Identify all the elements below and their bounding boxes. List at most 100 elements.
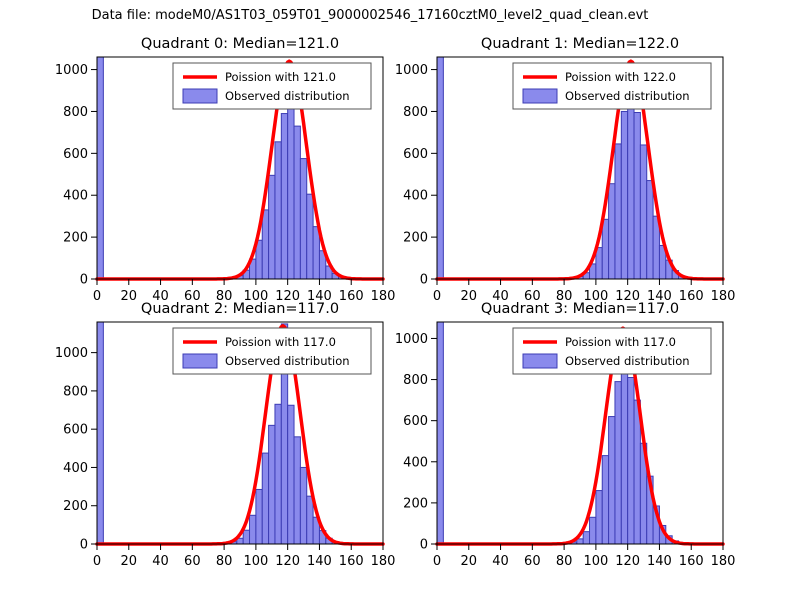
subplot-title: Quadrant 0: Median=121.0 — [141, 36, 339, 52]
x-tick-label: 40 — [152, 554, 169, 569]
subplot-quadrant-1: 0 20 40 60 80 100 120 140 160 180 0 200 400 600 800 100… — [395, 36, 736, 304]
histogram-bar — [639, 144, 648, 280]
x-tick-label: 100 — [243, 289, 268, 304]
legend-bars-swatch — [522, 353, 558, 369]
histogram-bar — [261, 209, 270, 280]
x-tick-label: 80 — [556, 289, 573, 304]
x-tick-label: 0 — [93, 289, 101, 304]
x-tick-label: 140 — [307, 289, 332, 304]
x-tick-label: 140 — [307, 554, 332, 569]
legend-curve-label: Poission with 117.0 — [565, 335, 676, 349]
subplot-title: Quadrant 1: Median=122.0 — [481, 36, 679, 52]
legend-bars-swatch — [182, 88, 218, 104]
x-tick-label: 180 — [371, 289, 396, 304]
legend-curve-label: Poission with 121.0 — [225, 70, 336, 84]
y-tick-label: 400 — [63, 189, 88, 204]
histogram-bar — [242, 529, 251, 545]
figure-title: Data file: modeM0/AS1T03_059T01_90000025… — [92, 8, 649, 23]
y-tick-label: 800 — [403, 373, 428, 388]
histogram-bar — [595, 247, 603, 280]
x-tick-label: 20 — [461, 554, 478, 569]
x-tick-label: 40 — [492, 554, 509, 569]
histogram-bar — [601, 218, 610, 280]
subplot-quadrant-2: 0 20 40 60 80 100 120 140 160 180 0 200 400 600 800 100… — [55, 301, 396, 569]
x-tick-label: 0 — [433, 289, 441, 304]
histogram-bar — [595, 490, 603, 545]
x-tick-label: 80 — [216, 554, 233, 569]
histogram-bar — [620, 110, 629, 280]
histogram-bar — [299, 466, 308, 545]
axes-frame — [436, 321, 724, 545]
histogram-bar — [312, 226, 320, 280]
x-tick-label: 0 — [433, 554, 441, 569]
histogram-bar — [306, 193, 314, 280]
y-tick-label: 400 — [403, 455, 428, 470]
y-tick-label: 600 — [63, 147, 88, 162]
histogram-bar — [633, 399, 641, 545]
legend-bars-label: Observed distribution — [225, 354, 350, 368]
x-tick-label: 100 — [583, 289, 608, 304]
y-tick-label: 800 — [63, 105, 88, 120]
histogram-bar — [293, 125, 301, 280]
legend-bars-swatch — [182, 353, 218, 369]
histogram-bar — [436, 321, 444, 545]
x-tick-label: 60 — [524, 289, 541, 304]
histogram-bar — [280, 113, 289, 280]
x-tick-label: 20 — [121, 554, 138, 569]
histogram-bar — [293, 436, 301, 545]
legend-bars-label: Observed distribution — [225, 89, 350, 103]
y-tick-label: 600 — [403, 147, 428, 162]
axes-frame — [96, 56, 384, 280]
x-tick-label: 20 — [461, 289, 478, 304]
x-tick-label: 40 — [492, 289, 509, 304]
subplot-title: Quadrant 2: Median=117.0 — [141, 301, 339, 317]
subplot-quadrant-0: 0 20 40 60 80 100 120 140 160 180 0 200 400 600 800 100… — [55, 36, 396, 304]
subplot-grid: 0 20 40 60 80 100 120 140 160 1800200400600800100… — [55, 36, 736, 569]
histogram-bar — [608, 183, 616, 280]
histogram-bar — [96, 56, 104, 280]
x-tick-label: 160 — [339, 289, 364, 304]
x-tick-label: 80 — [216, 289, 233, 304]
histogram-bar — [576, 538, 584, 545]
x-tick-label: 120 — [275, 289, 300, 304]
histogram-bar — [268, 174, 276, 280]
x-tick-label: 120 — [615, 554, 640, 569]
x-tick-label: 120 — [615, 289, 640, 304]
histogram-bar — [274, 403, 282, 545]
histogram-bar — [614, 381, 622, 545]
x-tick-label: 60 — [184, 289, 201, 304]
y-tick-label: 600 — [63, 423, 88, 438]
histogram-bar — [589, 516, 597, 545]
y-tick-label: 1000 — [395, 332, 428, 347]
histogram-bar — [255, 488, 263, 545]
histogram-bar — [274, 141, 282, 280]
y-tick-label: 0 — [80, 538, 88, 553]
legend-curve-label: Poission with 122.0 — [565, 70, 676, 84]
legend-bars-label: Observed distribution — [565, 354, 690, 368]
y-tick-label: 800 — [63, 384, 88, 399]
x-tick-label: 180 — [371, 554, 396, 569]
y-tick-label: 1000 — [395, 63, 428, 78]
histogram-bar — [608, 416, 616, 545]
x-tick-label: 60 — [524, 554, 541, 569]
x-tick-label: 140 — [647, 289, 672, 304]
y-tick-label: 0 — [80, 273, 88, 288]
histogram-bar — [582, 531, 591, 545]
axes-frame — [436, 56, 724, 280]
y-tick-label: 1000 — [55, 346, 88, 361]
histogram-bar — [601, 455, 610, 545]
histogram-bar — [633, 112, 641, 280]
y-tick-label: 200 — [63, 499, 88, 514]
y-tick-label: 1000 — [55, 63, 88, 78]
y-tick-label: 0 — [420, 273, 428, 288]
subplot-quadrant-3: 0 20 40 60 80 100 120 140 160 180 0 200 400 600 800 100… — [395, 301, 736, 569]
histogram-bar — [436, 56, 444, 280]
x-tick-label: 40 — [152, 289, 169, 304]
histogram-bar — [306, 495, 314, 545]
legend-curve-label: Poission with 117.0 — [225, 335, 336, 349]
histogram-bar — [268, 424, 276, 545]
y-tick-label: 600 — [403, 414, 428, 429]
x-tick-label: 160 — [339, 554, 364, 569]
y-tick-label: 400 — [403, 189, 428, 204]
